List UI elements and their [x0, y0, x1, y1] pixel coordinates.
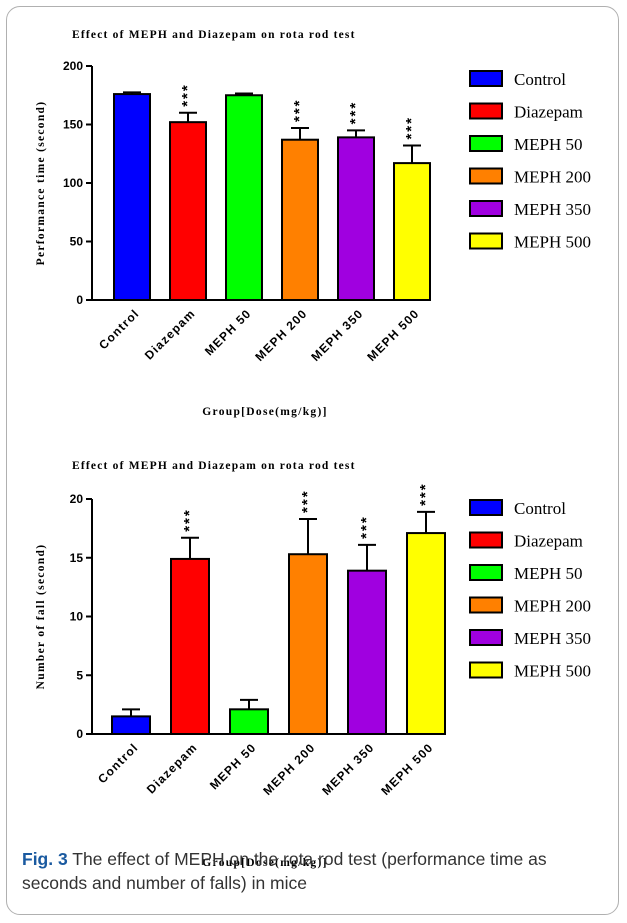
y-axis-label: Number of fall (second) — [35, 544, 47, 690]
significance-marker: *** — [403, 116, 420, 140]
legend-label: MEPH 200 — [514, 168, 591, 187]
performance-time-chart: Effect of MEPH and Diazepam on rota rod … — [35, 29, 591, 418]
number-of-falls-chart: Effect of MEPH and Diazepam on rota rod … — [35, 460, 591, 869]
significance-marker: *** — [347, 101, 364, 125]
legend-label: MEPH 350 — [514, 200, 591, 219]
significance-marker: *** — [291, 98, 308, 122]
legend-label: Diazepam — [514, 103, 583, 122]
x-tick-label: MEPH 500 — [364, 306, 422, 364]
y-tick-label: 15 — [70, 551, 84, 565]
x-tick-label: Control — [95, 740, 141, 786]
y-axis-label: Performance time (second) — [35, 101, 47, 266]
bar-2 — [229, 708, 269, 736]
legend-swatch — [469, 200, 503, 217]
bar-4 — [347, 569, 387, 735]
legend-swatch — [469, 499, 503, 516]
bar-2 — [225, 94, 263, 301]
significance-marker: *** — [179, 83, 196, 107]
bar-5 — [406, 532, 446, 735]
legend-swatch — [469, 629, 503, 646]
bar-1 — [169, 121, 207, 301]
legend-swatch — [469, 70, 503, 87]
x-tick-label: MEPH 350 — [319, 740, 377, 798]
figure-caption: Fig. 3 The effect of MEPH on the rota ro… — [22, 847, 612, 895]
legend-swatch — [469, 102, 503, 120]
significance-marker: *** — [417, 482, 434, 506]
y-tick-label: 150 — [63, 118, 83, 132]
legend-swatch — [469, 167, 503, 185]
chart-title: Effect of MEPH and Diazepam on rota rod … — [72, 460, 356, 472]
bar-0 — [111, 715, 151, 735]
y-tick-label: 200 — [63, 59, 83, 73]
y-tick-label: 10 — [70, 610, 84, 624]
x-tick-label: Diazepam — [142, 306, 198, 362]
y-tick-label: 20 — [70, 492, 84, 506]
caption-text: The effect of MEPH on the rota rod test … — [22, 849, 547, 893]
figure-frame — [6, 6, 619, 915]
legend-label: MEPH 50 — [514, 135, 582, 154]
legend-label: Control — [514, 499, 566, 518]
legend-swatch — [469, 135, 503, 152]
y-tick-label: 0 — [76, 727, 83, 741]
x-tick-label: MEPH 350 — [308, 306, 366, 364]
significance-marker: *** — [358, 515, 375, 539]
bar-5 — [393, 162, 431, 301]
x-tick-label: MEPH 50 — [207, 740, 259, 792]
y-tick-label: 50 — [70, 235, 84, 249]
legend-label: MEPH 350 — [514, 629, 591, 648]
significance-marker: *** — [181, 508, 198, 532]
x-axis-label: Group[Dose(mg/kg)] — [202, 406, 327, 418]
bar-3 — [288, 553, 328, 735]
y-tick-label: 0 — [76, 293, 83, 307]
legend-swatch — [469, 531, 503, 549]
x-tick-label: MEPH 200 — [260, 740, 318, 798]
legend-swatch — [469, 232, 503, 250]
legend-label: Control — [514, 70, 566, 89]
legend-swatch — [469, 596, 503, 614]
bar-0 — [113, 93, 151, 301]
bar-1 — [170, 557, 210, 735]
y-tick-label: 100 — [63, 176, 83, 190]
y-tick-label: 5 — [76, 668, 83, 682]
bar-4 — [337, 136, 375, 301]
legend-label: MEPH 500 — [514, 233, 591, 252]
x-tick-label: Diazepam — [144, 740, 200, 796]
figure-label: Fig. 3 — [22, 849, 68, 869]
x-tick-label: MEPH 50 — [202, 306, 254, 358]
x-tick-label: Control — [96, 306, 142, 352]
legend-swatch — [469, 661, 503, 679]
x-tick-label: MEPH 200 — [252, 306, 310, 364]
legend-label: MEPH 50 — [514, 564, 582, 583]
significance-marker: *** — [299, 489, 316, 513]
legend-label: MEPH 200 — [514, 597, 591, 616]
legend-swatch — [469, 564, 503, 581]
chart-title: Effect of MEPH and Diazepam on rota rod … — [72, 29, 356, 41]
x-axis-label: Group[Dose(mg/kg)] — [202, 857, 327, 869]
x-tick-label: MEPH 500 — [378, 740, 436, 798]
legend-label: MEPH 500 — [514, 662, 591, 681]
legend-label: Diazepam — [514, 532, 583, 551]
bar-3 — [281, 138, 319, 301]
